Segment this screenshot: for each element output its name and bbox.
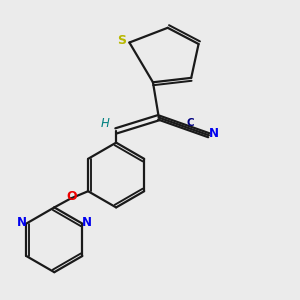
- Text: C: C: [187, 118, 194, 128]
- Text: N: N: [17, 216, 27, 229]
- Text: S: S: [118, 34, 127, 47]
- Text: N: N: [82, 216, 92, 229]
- Text: O: O: [67, 190, 77, 203]
- Text: H: H: [100, 117, 109, 130]
- Text: N: N: [209, 127, 219, 140]
